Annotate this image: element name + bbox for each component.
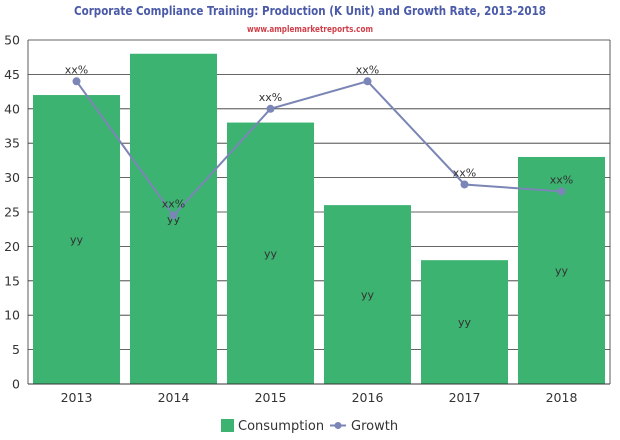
growth-data-label: xx%: [550, 173, 573, 186]
legend-consumption-label[interactable]: Consumption: [238, 419, 324, 434]
bar: [324, 205, 411, 384]
y-tick-label: 0: [12, 377, 20, 392]
y-tick-label: 10: [4, 308, 20, 323]
y-tick-label: 15: [4, 273, 20, 288]
bar-series: yyyyyyyyyyyy: [33, 53, 605, 384]
bar-data-label: yy: [555, 264, 569, 277]
y-tick-label: 50: [4, 33, 20, 48]
legend: Consumption Growth: [221, 419, 398, 434]
x-tick-label: 2017: [449, 390, 481, 405]
bar-data-label: yy: [458, 316, 472, 329]
y-tick-label: 35: [4, 136, 20, 151]
chart-subtitle: www.amplemarketreports.com: [247, 25, 373, 35]
x-tick-label: 2015: [255, 390, 287, 405]
y-tick-label: 20: [4, 239, 20, 254]
x-tick-label: 2018: [546, 390, 578, 405]
bar-data-label: yy: [70, 234, 84, 247]
growth-point: [363, 77, 372, 86]
x-tick-label: 2016: [352, 390, 384, 405]
x-tick-label: 2014: [158, 390, 190, 405]
y-tick-label: 5: [12, 342, 20, 357]
x-tick-label: 2013: [61, 390, 93, 405]
growth-point: [169, 211, 178, 220]
y-tick-label: 45: [4, 67, 20, 82]
y-tick-label: 30: [4, 170, 20, 185]
x-axis: 2013 2014 2015 2016 2017 2018: [28, 383, 610, 405]
y-axis: 0 5 10 15 20 25 30 35 40 45 50: [4, 33, 611, 392]
growth-data-label: xx%: [162, 197, 185, 210]
legend-consumption-swatch[interactable]: [221, 419, 234, 432]
bar-data-label: yy: [264, 247, 278, 260]
bar: [33, 95, 120, 384]
legend-growth-marker[interactable]: [334, 422, 342, 429]
growth-point: [460, 180, 469, 189]
legend-growth-label[interactable]: Growth: [351, 419, 398, 434]
growth-data-label: xx%: [356, 63, 379, 76]
line-series: xx% xx% xx% xx% xx% xx%: [65, 63, 573, 220]
chart-title: Corporate Compliance Training: Productio…: [74, 3, 546, 18]
growth-data-label: xx%: [65, 63, 88, 76]
growth-data-label: xx%: [453, 166, 476, 179]
bar: [421, 260, 508, 384]
y-tick-label: 25: [4, 205, 20, 220]
growth-point: [266, 104, 275, 113]
growth-point: [72, 77, 81, 86]
growth-data-label: xx%: [259, 91, 282, 104]
growth-line: [75, 80, 562, 218]
grid: [28, 39, 610, 385]
y-tick-label: 40: [4, 101, 20, 116]
bar: [227, 122, 314, 384]
growth-point: [557, 187, 566, 196]
bar-data-label: yy: [361, 289, 375, 302]
